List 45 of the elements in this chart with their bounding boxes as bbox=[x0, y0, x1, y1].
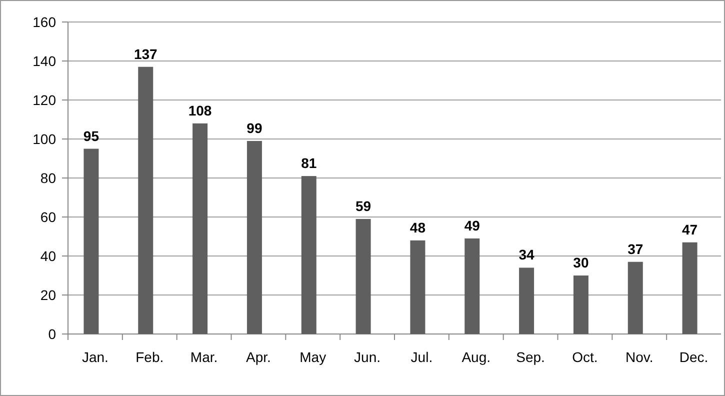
x-tick-label: Mar. bbox=[190, 349, 218, 365]
data-label: 34 bbox=[518, 246, 535, 263]
data-label: 59 bbox=[356, 198, 372, 214]
x-tick-label: Oct. bbox=[572, 349, 598, 365]
x-tick-label: Apr. bbox=[246, 349, 271, 365]
y-tick-label: 160 bbox=[32, 14, 56, 30]
bar bbox=[138, 66, 154, 334]
bar bbox=[356, 218, 371, 334]
y-tick-label: 40 bbox=[40, 248, 56, 264]
data-label: 37 bbox=[628, 240, 644, 257]
x-tick-label: May bbox=[300, 349, 326, 365]
x-tick-label: Dec. bbox=[679, 349, 708, 365]
x-tick-label: Jan. bbox=[82, 349, 108, 365]
bar bbox=[682, 242, 698, 334]
y-tick-label: 60 bbox=[40, 208, 56, 225]
bar bbox=[410, 240, 426, 334]
y-tick-label: 140 bbox=[32, 52, 56, 69]
bar bbox=[573, 276, 588, 334]
x-tick-label: Nov. bbox=[626, 349, 654, 365]
data-label: 137 bbox=[134, 46, 158, 62]
y-tick-label: 80 bbox=[40, 170, 56, 186]
data-label: 95 bbox=[83, 128, 100, 144]
data-label: 30 bbox=[573, 254, 589, 270]
data-label: 99 bbox=[246, 120, 262, 136]
data-label: 108 bbox=[188, 102, 212, 118]
bar bbox=[84, 148, 99, 334]
bar bbox=[301, 176, 316, 334]
bar bbox=[519, 268, 534, 334]
x-tick-label: Feb. bbox=[136, 349, 164, 365]
y-tick-label: 100 bbox=[32, 130, 56, 147]
x-tick-label: Aug. bbox=[462, 349, 491, 365]
data-label: 47 bbox=[682, 221, 698, 238]
y-tick-label: 0 bbox=[48, 326, 56, 342]
bar bbox=[192, 123, 208, 334]
data-label: 49 bbox=[464, 217, 480, 234]
y-tick-label: 120 bbox=[32, 92, 56, 108]
data-label: 48 bbox=[410, 219, 426, 236]
bar bbox=[628, 262, 643, 334]
bar bbox=[246, 140, 262, 334]
bar bbox=[464, 238, 480, 334]
x-tick-label: Jul. bbox=[410, 349, 433, 365]
x-tick-label: Sep. bbox=[516, 349, 545, 365]
y-tick-label: 20 bbox=[40, 286, 56, 303]
x-tick-label: Jun. bbox=[354, 349, 381, 365]
data-label: 81 bbox=[301, 155, 317, 172]
